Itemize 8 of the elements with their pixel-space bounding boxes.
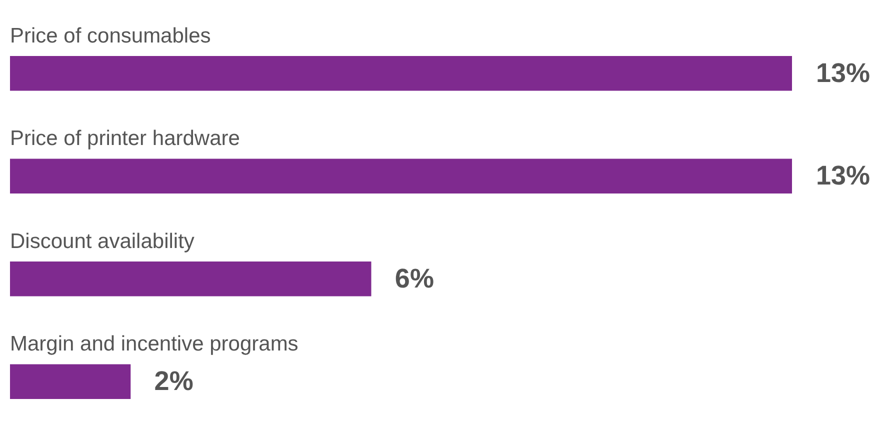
- y-tick-label: Margin and incentive programs: [10, 332, 298, 356]
- y-tick-label: Price of consumables: [10, 24, 211, 48]
- data-label: 6%: [394, 263, 434, 294]
- y-tick-label: Price of printer hardware: [10, 127, 240, 150]
- data-label: 13%: [816, 58, 870, 88]
- data-label: 13%: [816, 160, 870, 191]
- y-tick-label: Discount availability: [10, 230, 195, 253]
- data-label: 2%: [154, 366, 194, 396]
